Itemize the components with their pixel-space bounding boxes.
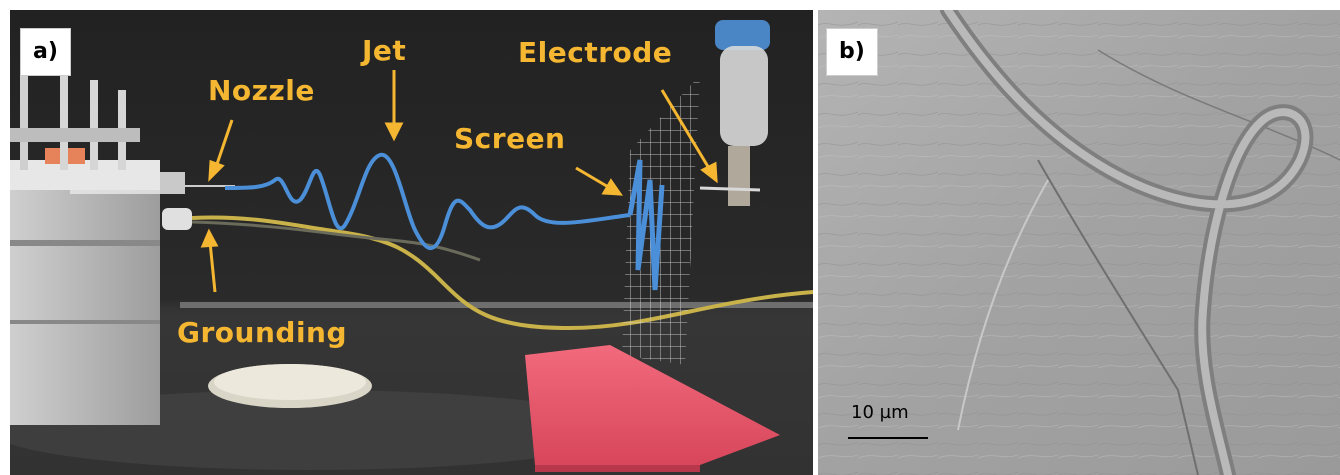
- label-electrode: Electrode: [518, 36, 673, 69]
- label-screen: Screen: [454, 122, 566, 155]
- setup-photo: [10, 10, 813, 475]
- label-nozzle: Nozzle: [208, 74, 315, 107]
- photo-panel-a: a) Nozzle Jet Electrode Screen Grounding: [10, 10, 813, 475]
- panel-label-b: b): [826, 28, 878, 76]
- panel-label-a: a): [20, 28, 71, 76]
- sem-panel-b: b) 10 µm: [818, 10, 1340, 475]
- label-grounding: Grounding: [177, 316, 348, 349]
- sem-image: [818, 10, 1340, 475]
- scale-bar-label: 10 µm: [851, 402, 909, 423]
- label-jet: Jet: [362, 34, 407, 67]
